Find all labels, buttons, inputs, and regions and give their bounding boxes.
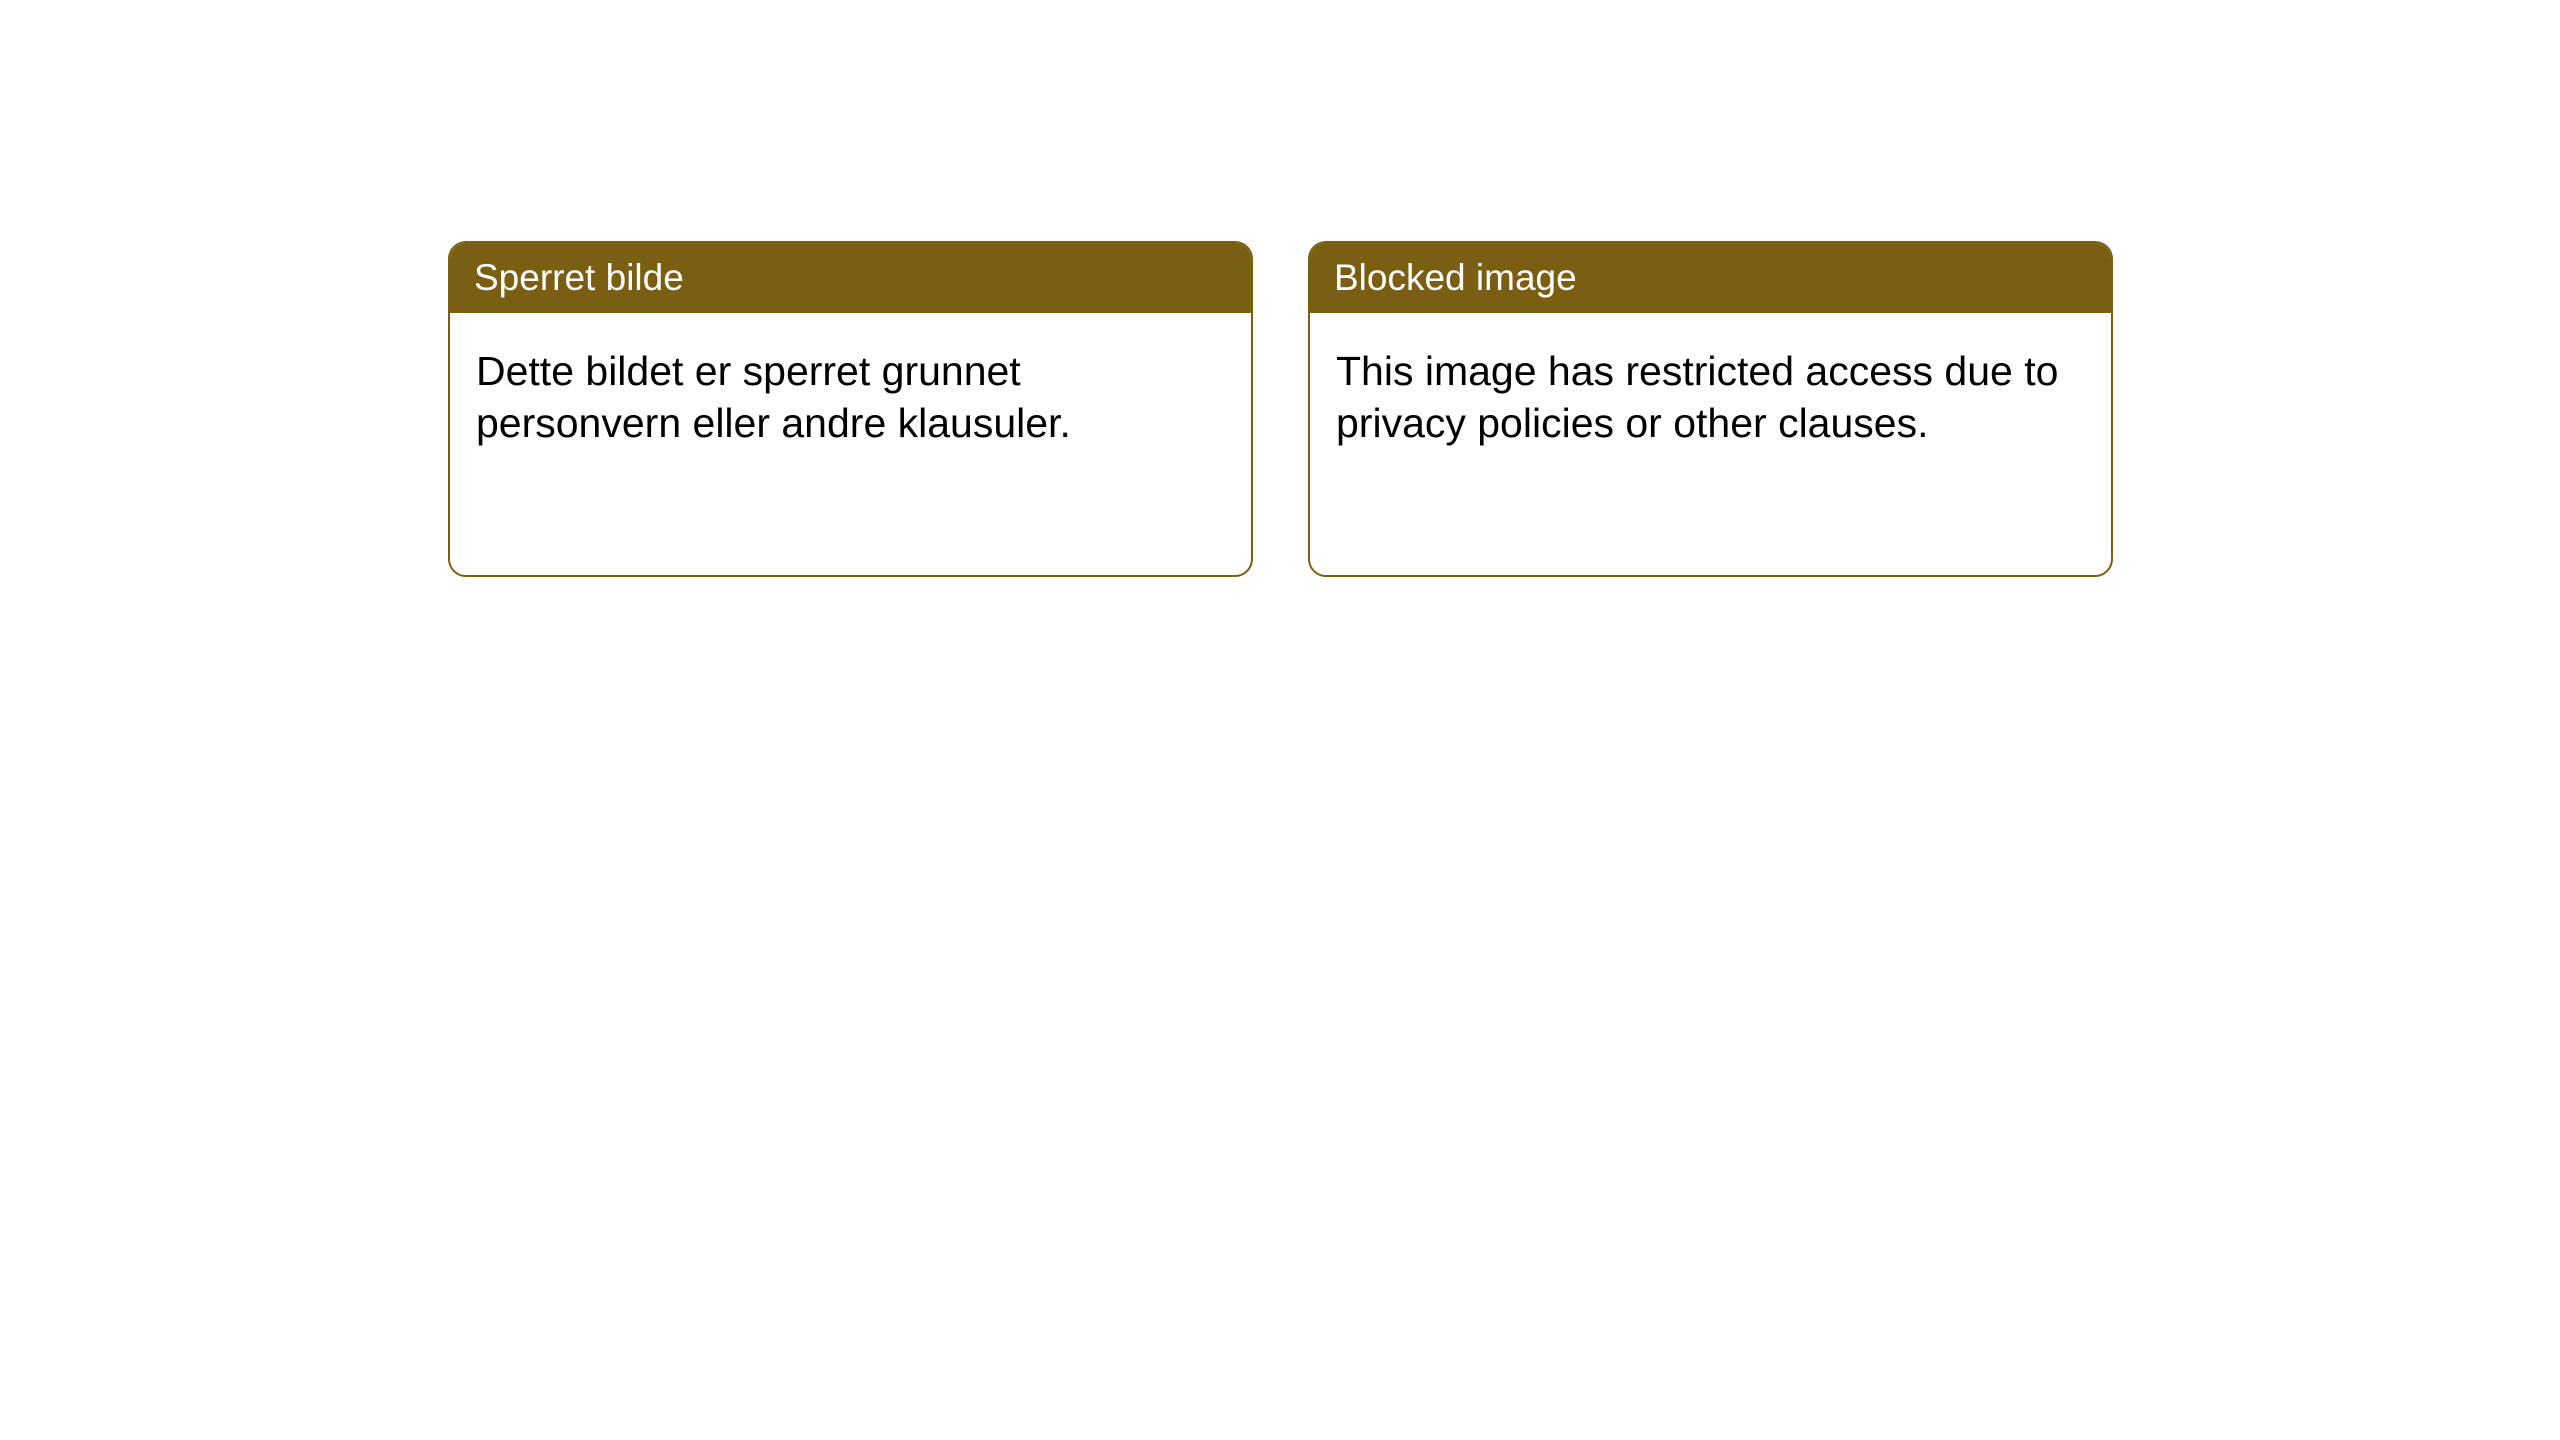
cards-container: Sperret bilde Dette bildet er sperret gr… xyxy=(448,241,2113,577)
card-message: This image has restricted access due to … xyxy=(1336,348,2058,446)
card-body: This image has restricted access due to … xyxy=(1310,313,2111,482)
blocked-image-card-en: Blocked image This image has restricted … xyxy=(1308,241,2113,577)
blocked-image-card-no: Sperret bilde Dette bildet er sperret gr… xyxy=(448,241,1253,577)
card-header: Sperret bilde xyxy=(450,243,1251,313)
card-body: Dette bildet er sperret grunnet personve… xyxy=(450,313,1251,482)
card-title: Blocked image xyxy=(1334,257,1577,298)
card-title: Sperret bilde xyxy=(474,257,684,298)
card-message: Dette bildet er sperret grunnet personve… xyxy=(476,348,1071,446)
card-header: Blocked image xyxy=(1310,243,2111,313)
